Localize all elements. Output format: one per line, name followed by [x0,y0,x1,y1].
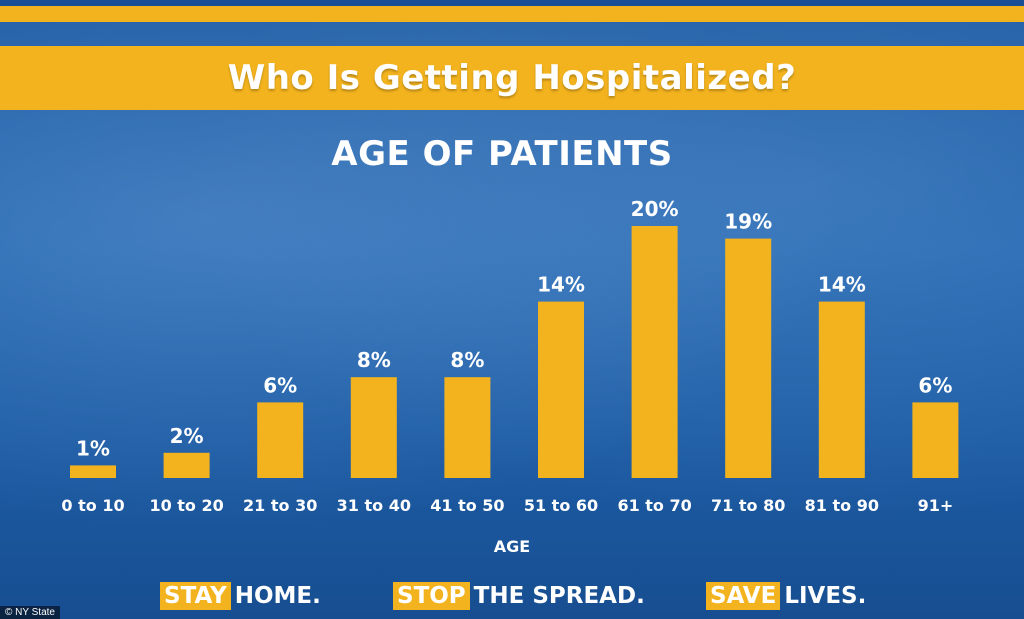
title-banner: Who Is Getting Hospitalized? [0,46,1024,110]
bar-3 [350,377,397,478]
bar-6 [631,226,678,478]
x-axis-title: AGE [493,537,531,556]
chart-title: AGE OF PATIENTS [331,134,673,174]
slogan-highlight-stay: STAY [160,582,231,610]
slogan-text-lives: LIVES. [784,583,867,609]
data-label-7: 19% [724,210,772,234]
x-tick-label-4: 41 to 50 [430,496,504,515]
data-label-3: 8% [357,348,391,372]
top-accent-strip [0,6,1024,22]
bar-4 [444,377,491,478]
slogan-highlight-stop: STOP [393,582,470,610]
banner-title: Who Is Getting Hospitalized? [227,58,797,98]
slogan-save-lives: SAVE LIVES. [706,581,866,611]
bar-0 [70,465,116,478]
data-label-9: 6% [918,373,952,397]
slogan-text-home: HOME. [234,583,321,609]
bar-8 [818,301,865,478]
x-tick-label-3: 31 to 40 [337,496,411,515]
data-label-1: 2% [170,424,204,448]
x-tick-label-6: 61 to 70 [617,496,691,515]
top-strip [0,0,1024,6]
x-tick-label-5: 51 to 60 [524,496,598,515]
slogan-stay-home: STAY HOME. [160,581,321,611]
x-tick-label-9: 91+ [918,496,954,515]
slogan-stop-the-spread: STOP THE SPREAD. [393,581,645,611]
bar-1 [163,452,210,478]
data-label-0: 1% [76,436,110,460]
bar-5 [538,301,584,478]
data-label-2: 6% [263,373,297,397]
x-tick-label-2: 21 to 30 [243,496,317,515]
data-label-5: 14% [537,273,585,297]
bar-2 [257,402,304,478]
data-label-4: 8% [450,348,484,372]
x-tick-label-1: 10 to 20 [149,496,223,515]
bar-9 [912,402,959,478]
x-tick-label-0: 0 to 10 [61,496,124,515]
slogan-highlight-save: SAVE [706,582,781,610]
data-label-6: 20% [631,197,679,221]
x-tick-label-8: 81 to 90 [805,496,879,515]
slogan-text-the-spread: THE SPREAD. [473,583,645,609]
data-label-8: 14% [818,273,866,297]
x-tick-label-7: 71 to 80 [711,496,785,515]
source-credit: © NY State [0,606,60,619]
bar-7 [725,238,772,478]
